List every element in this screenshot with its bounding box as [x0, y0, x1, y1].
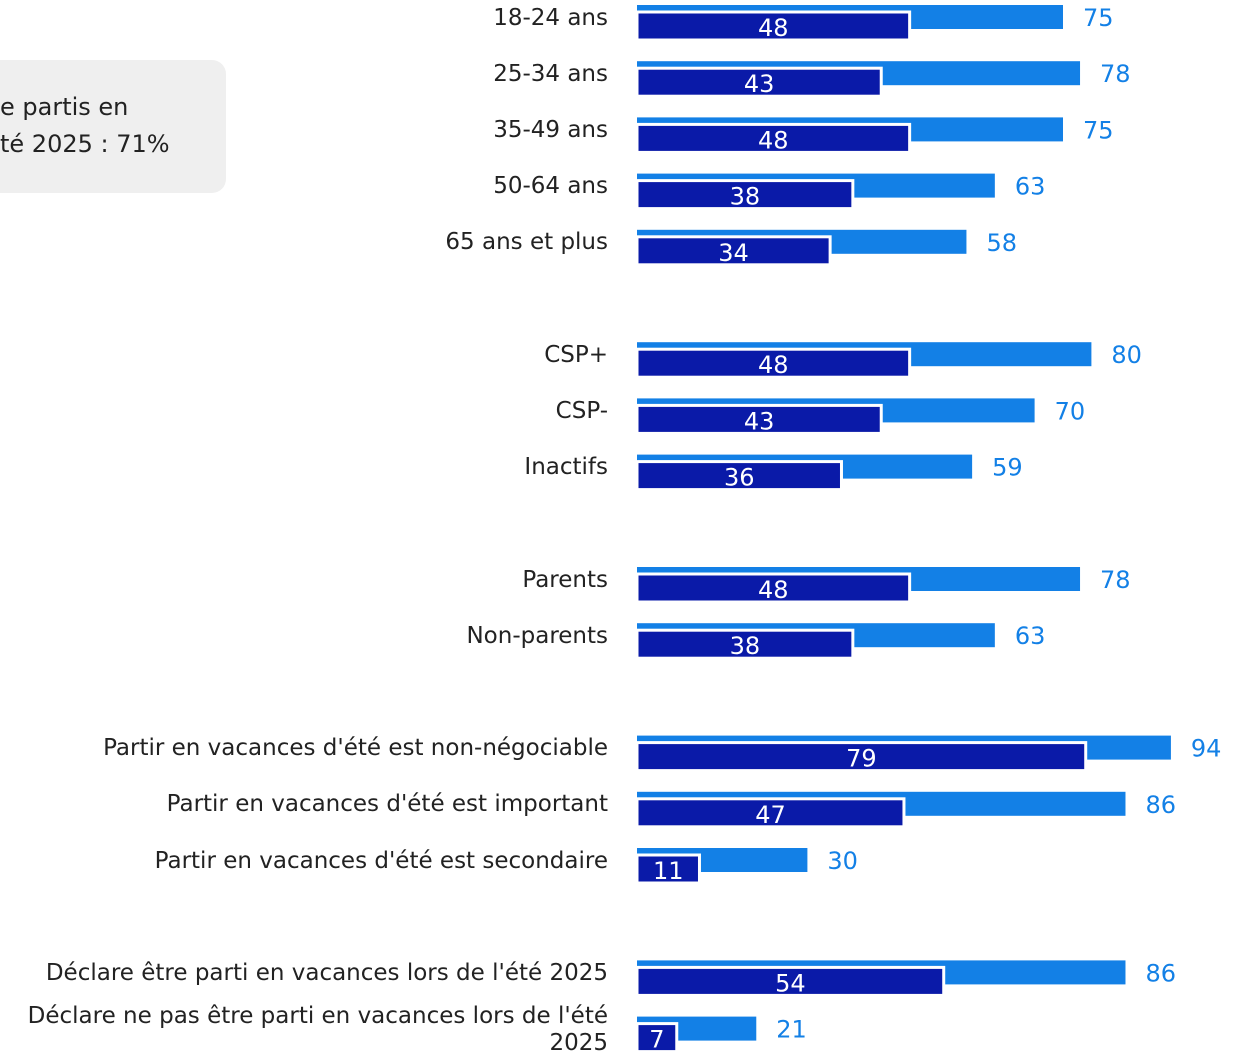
- value-label: 47: [755, 801, 786, 829]
- value-label: 86: [1145, 791, 1176, 819]
- annotation: té 2025 : 71%: [0, 130, 170, 158]
- bar: [635, 122, 912, 154]
- category-label: Parents: [522, 566, 608, 593]
- bar: [635, 1022, 679, 1054]
- annotation: e partis en: [0, 93, 129, 121]
- category-label: 65 ans et plus: [445, 229, 608, 256]
- value-label: 48: [758, 126, 789, 154]
- bar: [635, 179, 855, 211]
- category-label: 50-64 ans: [493, 173, 608, 200]
- bar: [635, 66, 883, 98]
- bar: [635, 235, 832, 267]
- value-label: 63: [1015, 622, 1046, 650]
- value-label: 43: [744, 70, 775, 98]
- value-label: 7: [649, 1026, 664, 1054]
- category-label: Partir en vacances d'été est secondaire: [154, 847, 608, 874]
- value-label: 75: [1083, 116, 1114, 144]
- value-label: 70: [1055, 397, 1086, 425]
- value-label: 86: [1145, 959, 1176, 987]
- value-label: 48: [758, 14, 789, 42]
- value-label: 54: [775, 969, 806, 997]
- value-label: 38: [730, 183, 761, 211]
- value-label: 36: [724, 464, 755, 492]
- value-label: 34: [718, 239, 749, 267]
- value-label: 63: [1015, 173, 1046, 201]
- value-label: 80: [1111, 341, 1142, 369]
- category-label: Partir en vacances d'été est non-négocia…: [103, 735, 608, 762]
- value-label: 78: [1100, 566, 1131, 594]
- value-label: 78: [1100, 60, 1131, 88]
- category-label: CSP+: [544, 341, 608, 368]
- category-label: Non-parents: [466, 622, 608, 649]
- value-label: 79: [846, 745, 877, 773]
- bar: [635, 965, 946, 997]
- category-label: Inactifs: [524, 454, 608, 481]
- value-label: 48: [758, 576, 789, 604]
- category-label: CSP-: [555, 397, 608, 424]
- category-label: Partir en vacances d'été est important: [166, 791, 608, 818]
- value-label: 58: [986, 229, 1017, 257]
- value-label: 59: [992, 454, 1023, 482]
- bar: [635, 460, 843, 492]
- bar: [635, 741, 1088, 773]
- bar: [635, 347, 912, 379]
- bar: [635, 572, 912, 604]
- category-label: 25-34 ans: [493, 60, 608, 87]
- value-label: 11: [653, 857, 684, 885]
- bar: [635, 853, 701, 885]
- category-label: 18-24 ans: [493, 4, 608, 31]
- category-label: Déclare être parti en vacances lors de l…: [45, 959, 608, 986]
- bar: [635, 10, 912, 42]
- value-label: 30: [827, 847, 858, 875]
- category-label: Déclare ne pas être parti en vacances lo…: [27, 1002, 608, 1056]
- value-label: 75: [1083, 4, 1114, 32]
- value-label: 48: [758, 351, 789, 379]
- bar: [635, 797, 906, 829]
- value-label: 43: [744, 407, 775, 435]
- category-label: 35-49 ans: [493, 116, 608, 143]
- value-label: 21: [776, 1016, 807, 1044]
- bar: [635, 403, 883, 435]
- bar: [635, 628, 855, 660]
- value-label: 38: [730, 632, 761, 660]
- annotation-box: e partis en té 2025 : 71%: [0, 60, 226, 193]
- value-label: 94: [1191, 735, 1222, 763]
